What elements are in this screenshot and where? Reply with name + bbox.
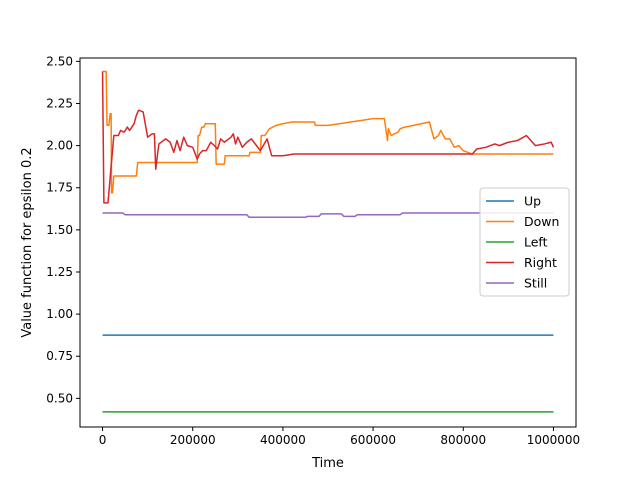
y-tick-label: 2.25 xyxy=(46,96,73,110)
series-line-right xyxy=(101,71,555,204)
legend-label-still: Still xyxy=(524,276,547,291)
plot-lines xyxy=(101,70,555,413)
y-axis-ticks: 0.50 0.75 1.00 1.25 1.50 1.75 2.00 2.25 2.50 xyxy=(46,54,80,405)
legend-label-up: Up xyxy=(524,194,541,209)
y-tick-label: 2.00 xyxy=(46,139,73,153)
legend: Up Down Left Right Still xyxy=(479,187,570,297)
y-tick-label: 1.00 xyxy=(46,307,73,321)
y-tick-label: 1.25 xyxy=(46,265,73,279)
y-tick-label: 1.50 xyxy=(46,223,73,237)
legend-label-right: Right xyxy=(524,255,557,270)
plot-frame xyxy=(79,57,577,428)
x-axis-label: Time xyxy=(311,456,344,471)
series-line-still xyxy=(102,212,554,218)
y-tick-label: 0.75 xyxy=(46,349,73,363)
y-tick-label: 2.50 xyxy=(46,54,73,68)
y-axis-label: Value function for epsilon 0.2 xyxy=(20,147,35,337)
x-tick-label: 1000000 xyxy=(527,433,580,447)
x-tick-label: 400000 xyxy=(260,433,306,447)
y-tick-label: 0.50 xyxy=(46,391,73,405)
series-line-down xyxy=(102,70,554,194)
x-tick-label: 600000 xyxy=(350,433,396,447)
legend-label-down: Down xyxy=(524,214,559,229)
x-tick-label: 800000 xyxy=(440,433,486,447)
x-tick-label: 0 xyxy=(99,433,107,447)
x-tick-label: 200000 xyxy=(170,433,216,447)
x-axis-ticks: 0 200000 400000 600000 800000 1000000 xyxy=(99,427,580,447)
legend-box xyxy=(479,187,570,297)
legend-label-left: Left xyxy=(524,235,548,250)
y-tick-label: 1.75 xyxy=(46,181,73,195)
